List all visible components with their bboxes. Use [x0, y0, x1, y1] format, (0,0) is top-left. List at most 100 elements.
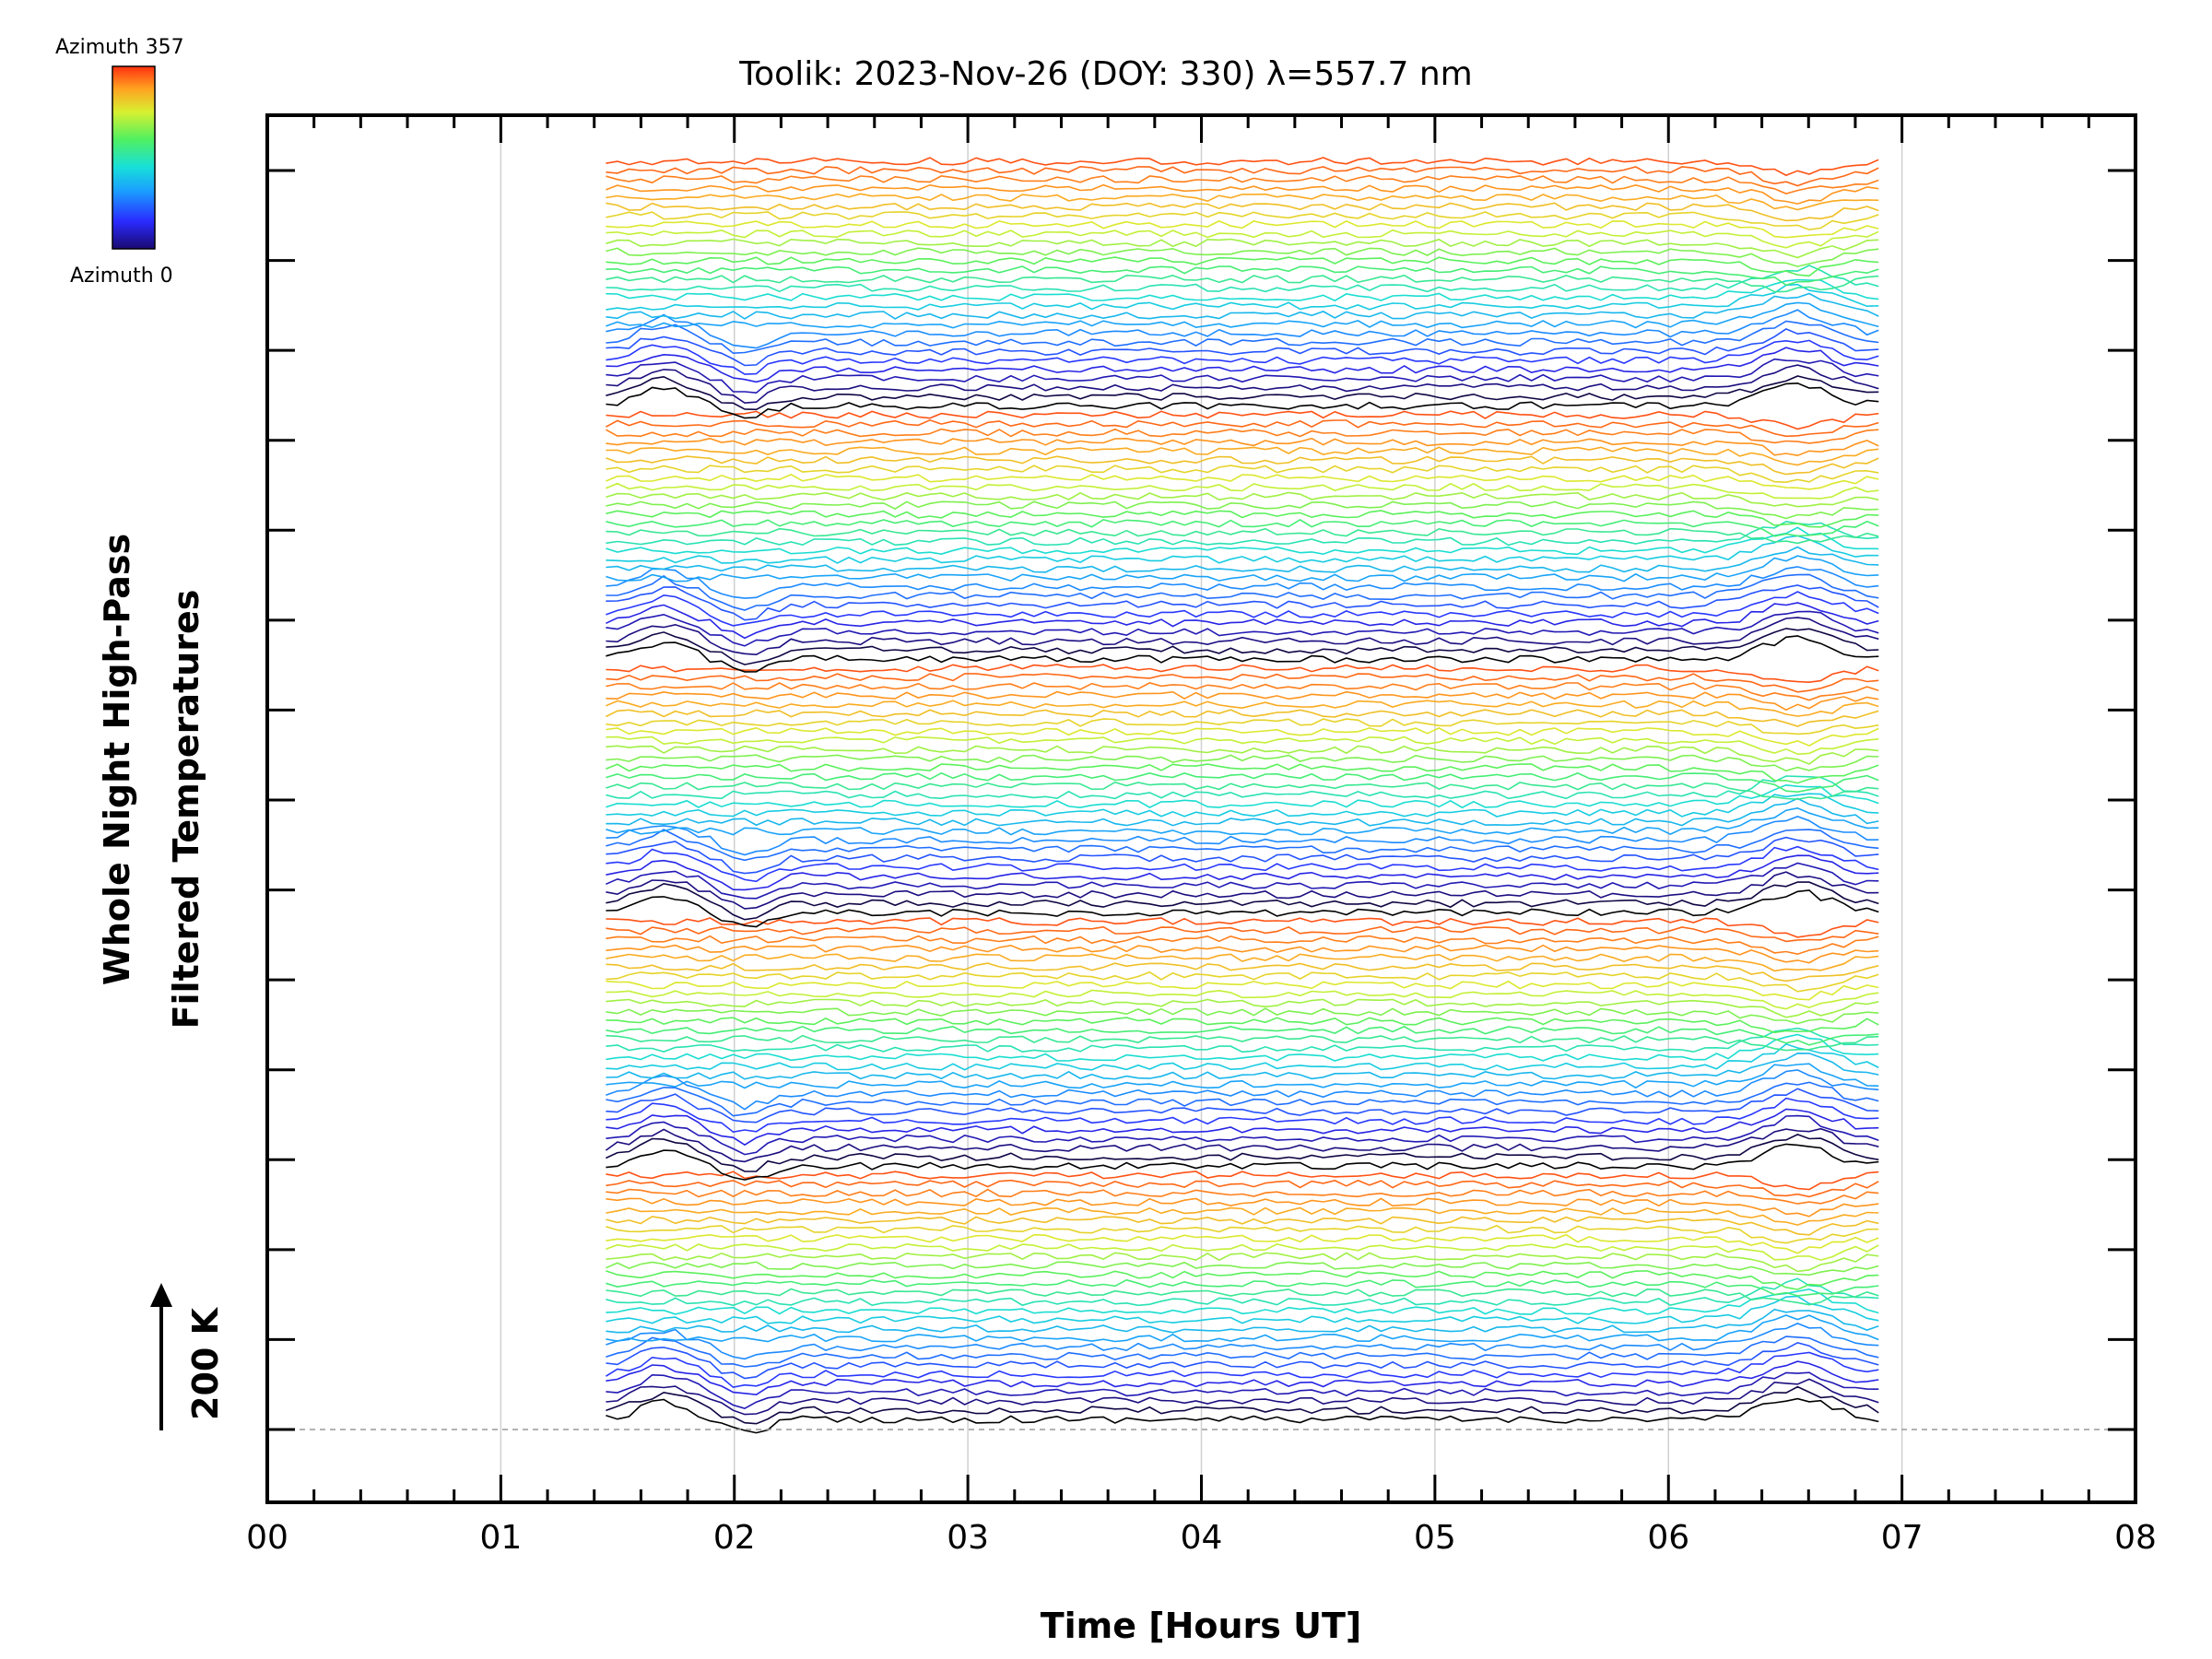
trace-line: [606, 573, 1879, 611]
trace-line: [606, 520, 1879, 547]
trace-line: [606, 202, 1879, 222]
trace-line: [606, 301, 1879, 329]
trace-line: [606, 482, 1879, 500]
trace-line: [606, 339, 1879, 375]
trace-line: [606, 265, 1879, 287]
trace-line: [606, 1270, 1879, 1290]
colorbar-top-label: Azimuth 357: [55, 36, 184, 59]
trace-line: [606, 1042, 1879, 1071]
trace-line: [606, 854, 1879, 891]
trace-line: [606, 816, 1879, 856]
trace-line: [606, 635, 1879, 673]
trace-line: [606, 971, 1879, 993]
x-axis-label: Time [Hours UT]: [1041, 1606, 1362, 1646]
trace-line: [606, 610, 1879, 647]
trace-line: [606, 664, 1879, 684]
trace-line: [606, 682, 1879, 701]
trace-line: [606, 211, 1879, 231]
trace-line: [606, 881, 1879, 921]
trace-line: [606, 718, 1879, 735]
trace-line: [606, 510, 1879, 528]
trace-line: [606, 935, 1879, 956]
trace-line: [606, 1188, 1879, 1205]
trace-line: [606, 1295, 1879, 1324]
trace-line: [606, 1341, 1879, 1380]
x-tick-label: 05: [1414, 1519, 1456, 1557]
x-tick-label: 07: [1881, 1519, 1924, 1557]
trace-line: [606, 555, 1879, 582]
trace-line: [606, 229, 1879, 249]
trace-line: [606, 437, 1879, 457]
trace-line: [606, 775, 1879, 800]
trace-line: [606, 256, 1879, 277]
trace-line: [606, 1069, 1879, 1111]
trace-line: [606, 1242, 1879, 1262]
trace-line: [606, 1017, 1879, 1034]
trace-line: [606, 1385, 1879, 1425]
trace-line: [606, 806, 1879, 836]
y-ticks: [267, 169, 2136, 1431]
trace-line: [606, 1308, 1879, 1334]
trace-line: [606, 745, 1879, 765]
trace-line: [606, 1197, 1879, 1218]
trace-line: [606, 1360, 1879, 1396]
trace-line: [606, 962, 1879, 982]
trace-line: [606, 781, 1879, 801]
trace-line: [606, 793, 1879, 818]
trace-line: [606, 1277, 1879, 1307]
trace-line: [606, 193, 1879, 211]
trace-line: [606, 165, 1879, 187]
trace-line: [606, 771, 1879, 794]
x-tick-label: 06: [1647, 1519, 1689, 1557]
trace-line: [606, 183, 1879, 205]
trace-line: [606, 953, 1879, 972]
trace-line: [606, 998, 1879, 1018]
trace-line: [606, 1216, 1879, 1236]
trace-line: [606, 1134, 1879, 1172]
trace-line: [606, 157, 1879, 177]
trace-line: [606, 418, 1879, 438]
trace-line: [606, 327, 1879, 367]
chart-title: Toolik: 2023-Nov-26 (DOY: 330) λ=557.7 n…: [738, 55, 1472, 93]
x-tick-label: 02: [713, 1519, 756, 1557]
trace-line: [606, 526, 1879, 556]
trace-line: [606, 410, 1879, 430]
trace-line: [606, 735, 1879, 756]
trace-line: [606, 283, 1879, 311]
trace-line: [606, 591, 1879, 627]
trace-line: [606, 1252, 1879, 1273]
trace-line: [606, 1224, 1879, 1244]
trace-line: [606, 862, 1879, 900]
trace-line: [606, 1261, 1879, 1277]
colorbar: Azimuth 357 Azimuth 0: [55, 36, 184, 288]
trace-line: [606, 1033, 1879, 1062]
trace-line: [606, 1378, 1879, 1416]
trace-line: [606, 1171, 1879, 1191]
trace-line: [606, 917, 1879, 938]
trace-line: [606, 584, 1879, 621]
trace-line: [606, 690, 1879, 712]
trace-line: [606, 1143, 1879, 1181]
colorbar-gradient: [112, 65, 156, 250]
scale-arrow-head: [150, 1283, 172, 1307]
trace-line: [605, 1351, 1879, 1389]
x-tick-label: 04: [1181, 1519, 1223, 1557]
trace-line: [606, 238, 1879, 259]
trace-line: [606, 382, 1879, 419]
x-tick-label: 08: [2114, 1519, 2157, 1557]
trace-line: [606, 535, 1879, 564]
trace-line: [606, 836, 1879, 875]
trace-line: [606, 1278, 1879, 1297]
trace-line: [606, 320, 1879, 355]
trace-line: [606, 375, 1879, 411]
trace-line: [606, 1371, 1879, 1410]
trace-line: [606, 700, 1879, 717]
trace-line: [606, 783, 1879, 809]
trace-line: [606, 527, 1879, 545]
x-tick-label: 01: [479, 1519, 522, 1557]
trace-line: [606, 1108, 1879, 1147]
trace-line: [606, 617, 1879, 656]
trace-line: [606, 1034, 1879, 1052]
trace-line: [606, 944, 1879, 964]
trace-line: [606, 980, 1879, 1001]
